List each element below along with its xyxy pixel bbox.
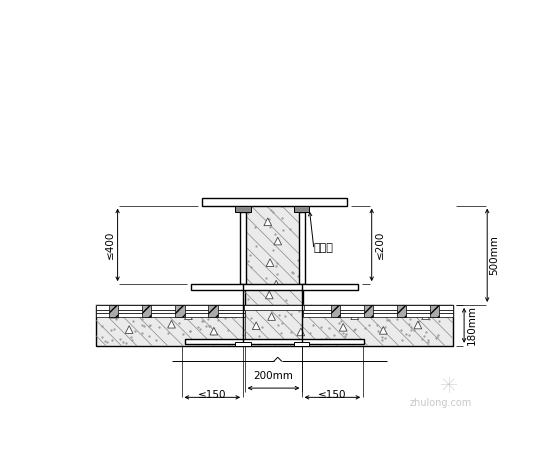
Polygon shape — [387, 306, 395, 314]
Bar — [244, 305, 304, 310]
Polygon shape — [253, 322, 260, 330]
Polygon shape — [274, 237, 282, 245]
Polygon shape — [339, 323, 347, 331]
Bar — [96, 305, 452, 346]
Text: 步步紧: 步步紧 — [314, 243, 334, 253]
Bar — [96, 305, 245, 310]
Polygon shape — [351, 312, 358, 320]
Polygon shape — [414, 321, 422, 329]
Bar — [397, 305, 407, 317]
Bar — [331, 305, 340, 317]
Bar — [208, 305, 218, 317]
Bar — [298, 212, 305, 284]
Polygon shape — [265, 291, 273, 299]
Bar — [303, 314, 452, 317]
Polygon shape — [264, 218, 272, 226]
Bar — [191, 284, 358, 290]
Text: 180mm: 180mm — [466, 305, 477, 345]
Bar — [303, 305, 452, 310]
Bar — [235, 342, 251, 346]
Bar — [294, 342, 309, 346]
Bar — [109, 305, 118, 317]
Polygon shape — [380, 326, 387, 334]
Bar — [294, 206, 309, 212]
Polygon shape — [167, 320, 175, 328]
Bar — [96, 314, 245, 317]
Text: 500mm: 500mm — [489, 235, 500, 275]
Polygon shape — [110, 310, 118, 318]
Polygon shape — [266, 259, 274, 266]
Bar — [245, 200, 303, 305]
Text: ≤200: ≤200 — [375, 231, 385, 259]
Bar — [142, 305, 151, 317]
Polygon shape — [272, 280, 280, 288]
Polygon shape — [225, 306, 233, 314]
Text: 200mm: 200mm — [254, 371, 293, 381]
Bar — [364, 305, 373, 317]
Text: ≤150: ≤150 — [198, 390, 227, 400]
Bar — [240, 212, 246, 284]
Polygon shape — [125, 326, 133, 333]
Polygon shape — [144, 305, 152, 313]
Bar — [202, 198, 347, 206]
Bar — [175, 305, 185, 317]
Text: ≤150: ≤150 — [318, 390, 347, 400]
Polygon shape — [185, 312, 192, 320]
Bar — [430, 305, 440, 317]
Polygon shape — [297, 328, 305, 336]
Bar — [235, 206, 251, 212]
Bar — [303, 310, 452, 314]
Polygon shape — [210, 327, 218, 335]
Polygon shape — [310, 308, 318, 316]
Bar — [185, 339, 364, 344]
Polygon shape — [268, 313, 276, 320]
Bar — [96, 310, 245, 314]
Text: zhulong.com: zhulong.com — [410, 399, 472, 408]
Text: ≤400: ≤400 — [105, 231, 115, 259]
Polygon shape — [422, 312, 430, 320]
